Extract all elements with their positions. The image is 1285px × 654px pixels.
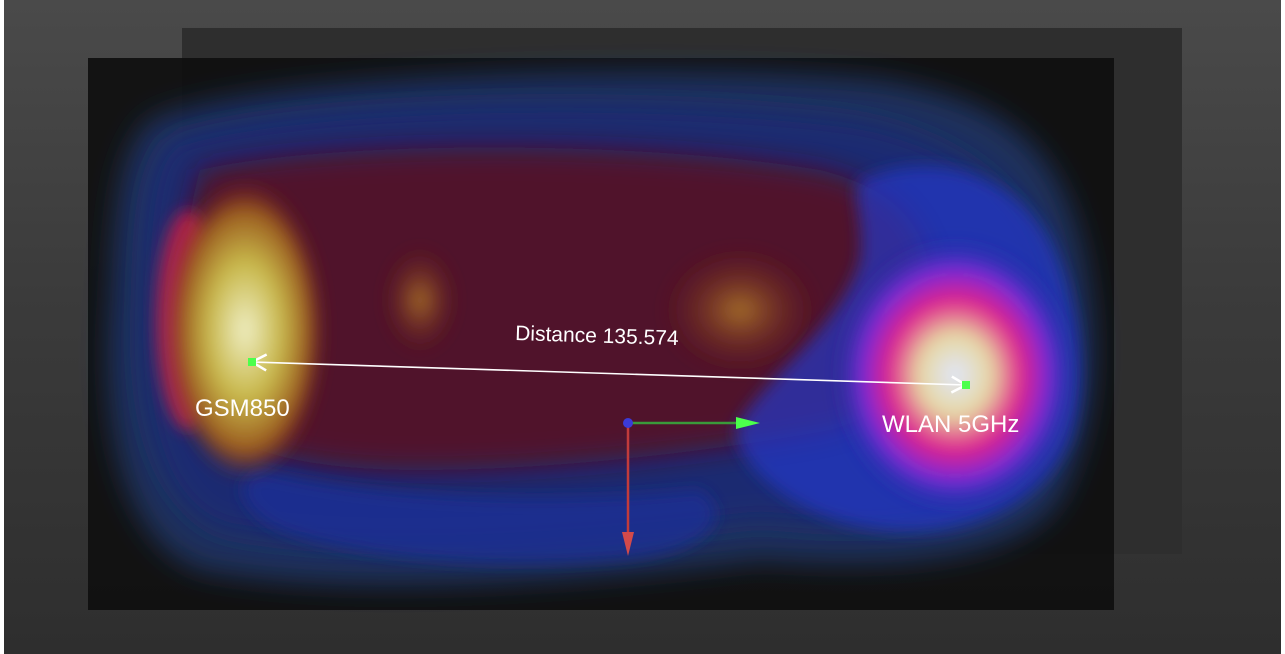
viewport-border-right: [1281, 0, 1285, 654]
point-marker-icon[interactable]: [962, 381, 970, 389]
gizmo-origin[interactable]: [623, 418, 633, 428]
transform-gizmo-icon[interactable]: [622, 417, 760, 556]
measure-arrow-icon: [249, 353, 969, 394]
gizmo-x-arrowhead[interactable]: [736, 417, 760, 429]
source-label-gsm850: GSM850: [195, 395, 290, 422]
source-label-wlan: WLAN 5GHz: [882, 411, 1019, 438]
distance-measure[interactable]: Distance 135.574: [249, 322, 969, 394]
distance-label: Distance 135.574: [515, 322, 679, 350]
point-marker-icon[interactable]: [248, 358, 256, 366]
viewport-border-left: [0, 0, 4, 654]
gizmo-y-arrowhead[interactable]: [622, 532, 634, 556]
